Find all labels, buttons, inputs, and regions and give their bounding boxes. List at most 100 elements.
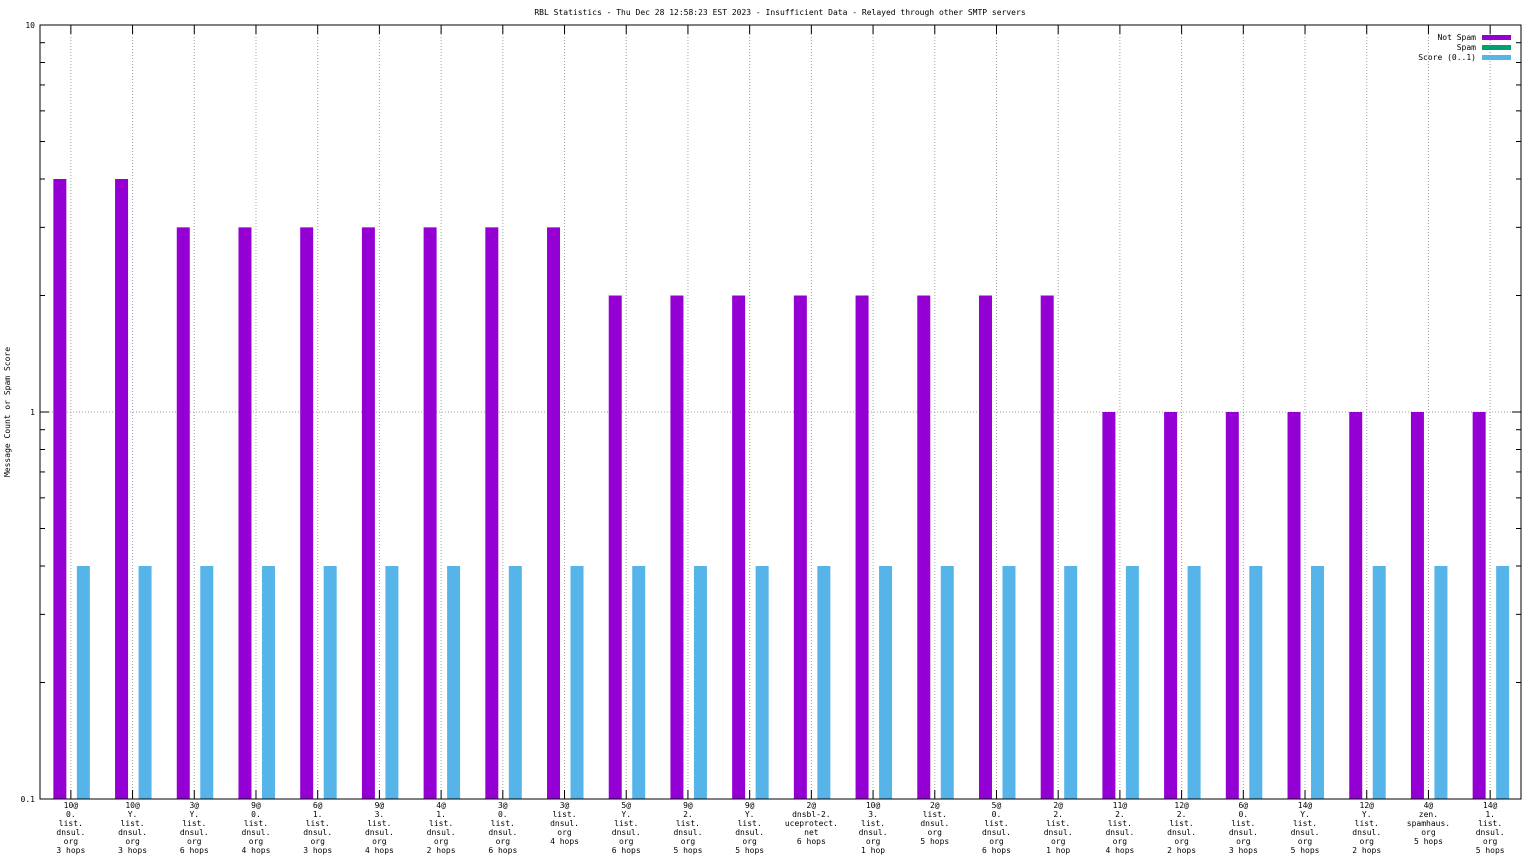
- bar-score-0-1-: [138, 566, 152, 799]
- x-tick-label-line: list.: [738, 819, 762, 828]
- legend-label: Not Spam: [1437, 33, 1476, 42]
- bar-score-0-1-: [508, 566, 522, 799]
- x-tick-label-line: 2 hops: [427, 846, 456, 855]
- bar-score-0-1-: [1249, 566, 1263, 799]
- x-tick-label-line: 0.: [992, 810, 1002, 819]
- bar-score-0-1-: [817, 566, 831, 799]
- x-tick-label: 14@ Y. list. dnsul. org 5 hops: [1291, 801, 1320, 855]
- x-tick-label-line: 5@: [992, 801, 1002, 810]
- y-tick-label: 0.1: [21, 795, 36, 804]
- bar-score-0-1-: [632, 566, 646, 799]
- x-tick-label-line: 4 hops: [242, 846, 271, 855]
- x-tick-label-line: zen.: [1419, 810, 1438, 819]
- x-tick-label-line: 0.: [251, 810, 261, 819]
- x-tick-label-line: org: [928, 828, 943, 837]
- x-tick-label-line: list.: [923, 810, 947, 819]
- x-tick-label-line: org: [1360, 837, 1375, 846]
- x-tick-label-line: 3@: [498, 801, 508, 810]
- x-tick-label-line: dnsul.: [56, 828, 85, 837]
- chart-title: RBL Statistics - Thu Dec 28 12:58:23 EST…: [534, 8, 1025, 17]
- x-tick-label-line: dnsbl-2.: [792, 810, 831, 819]
- x-tick-label-line: list.: [429, 819, 453, 828]
- x-tick-label-line: 10@: [64, 801, 79, 810]
- bar-score-0-1-: [1496, 566, 1510, 799]
- grid-layer: [40, 25, 1521, 799]
- bar-not-spam: [238, 227, 252, 800]
- x-tick-label: 2@ dnsbl-2. uceprotect. net 6 hops: [785, 801, 838, 846]
- bar-not-spam: [1102, 412, 1116, 799]
- bar-score-0-1-: [447, 566, 461, 799]
- x-tick-label: 12@ 2. list. dnsul. org 2 hops: [1167, 801, 1196, 855]
- x-tick-label-line: 3.: [868, 810, 878, 819]
- bar-score-0-1-: [200, 566, 214, 799]
- x-tick-label-line: list.: [676, 819, 700, 828]
- x-tick-label-line: list.: [306, 819, 330, 828]
- x-tick-label-line: dnsul.: [612, 828, 641, 837]
- bar-not-spam: [732, 295, 746, 799]
- x-tick-label-line: list.: [367, 819, 391, 828]
- x-tick-label-line: Y.: [128, 810, 138, 819]
- x-tick-label-line: 2@: [930, 801, 940, 810]
- bar-not-spam: [793, 295, 807, 799]
- x-tick-label: 3@ list. dnsul. org 4 hops: [550, 801, 579, 846]
- x-tick-label-line: dnsul.: [1229, 828, 1258, 837]
- x-tick-label-line: spamhaus.: [1407, 819, 1450, 828]
- x-tick-label: 3@ 0. list. dnsul. org 6 hops: [488, 801, 517, 855]
- x-tick-label-line: 1.: [1485, 810, 1495, 819]
- x-tick-label-line: dnsul.: [859, 828, 888, 837]
- x-tick-label-line: Y.: [621, 810, 631, 819]
- bar-not-spam: [978, 295, 992, 799]
- x-tick-label-line: 5@: [621, 801, 631, 810]
- x-tick-label-line: dnsul.: [920, 819, 949, 828]
- x-tick-label-line: 2.: [1177, 810, 1187, 819]
- bar-score-0-1-: [1064, 566, 1078, 799]
- bar-not-spam: [1472, 412, 1486, 799]
- x-tick-label-line: 9@: [375, 801, 385, 810]
- legend-swatch: [1482, 35, 1511, 40]
- x-tick-label-line: 12@: [1174, 801, 1189, 810]
- y-axis-label: Message Count or Spam Score: [3, 347, 12, 477]
- bar-score-0-1-: [1434, 566, 1448, 799]
- bar-not-spam: [1040, 295, 1054, 799]
- x-tick-label-line: dnsul.: [303, 828, 332, 837]
- x-tick-label-line: 9@: [745, 801, 755, 810]
- x-tick-label-line: 14@: [1483, 801, 1498, 810]
- x-tick-label-line: list.: [861, 819, 885, 828]
- x-tick-label-line: 6@: [1238, 801, 1248, 810]
- x-tick-label-line: 1 hop: [861, 846, 885, 855]
- x-tick-label-line: list.: [1046, 819, 1070, 828]
- x-tick-label-line: dnsul.: [427, 828, 456, 837]
- x-tick-label-line: dnsul.: [1105, 828, 1134, 837]
- bar-not-spam: [176, 227, 190, 800]
- x-tick-label-line: 0.: [1238, 810, 1248, 819]
- x-tick-label-line: org: [1174, 837, 1189, 846]
- x-tick-label-line: dnsul.: [1476, 828, 1505, 837]
- x-tick-label: 5@ Y. list. dnsul. org 6 hops: [612, 801, 641, 855]
- ticks-layer: [40, 24, 1521, 800]
- x-tick-label-line: 6 hops: [180, 846, 209, 855]
- x-tick-label-line: list.: [614, 819, 638, 828]
- x-tick-label-line: Y.: [745, 810, 755, 819]
- x-tick-label-line: 1.: [436, 810, 446, 819]
- x-tick-label-line: 4 hops: [365, 846, 394, 855]
- x-tick-label-line: Y.: [1362, 810, 1372, 819]
- bar-not-spam: [115, 179, 129, 799]
- x-tick-label-line: list.: [59, 819, 83, 828]
- x-tick-label-line: 5 hops: [1414, 837, 1443, 846]
- x-tick-label: 9@ 3. list. dnsul. org 4 hops: [365, 801, 394, 855]
- x-tick-label-line: 6 hops: [982, 846, 1011, 855]
- bar-not-spam: [485, 227, 499, 800]
- bar-score-0-1-: [76, 566, 90, 799]
- x-tick-label-line: 5 hops: [1291, 846, 1320, 855]
- bar-not-spam: [1410, 412, 1424, 799]
- x-tick-label-line: org: [1236, 837, 1251, 846]
- x-tick-label-line: 11@: [1113, 801, 1128, 810]
- bar-not-spam: [361, 227, 375, 800]
- x-tick-label: 5@ 0. list. dnsul. org 6 hops: [982, 801, 1011, 855]
- y-tick-label: 1: [30, 408, 35, 417]
- x-tick-label-line: 5 hops: [920, 837, 949, 846]
- x-tick-label-line: dnsul.: [365, 828, 394, 837]
- x-tick-label-line: 5 hops: [673, 846, 702, 855]
- bar-not-spam: [547, 227, 561, 800]
